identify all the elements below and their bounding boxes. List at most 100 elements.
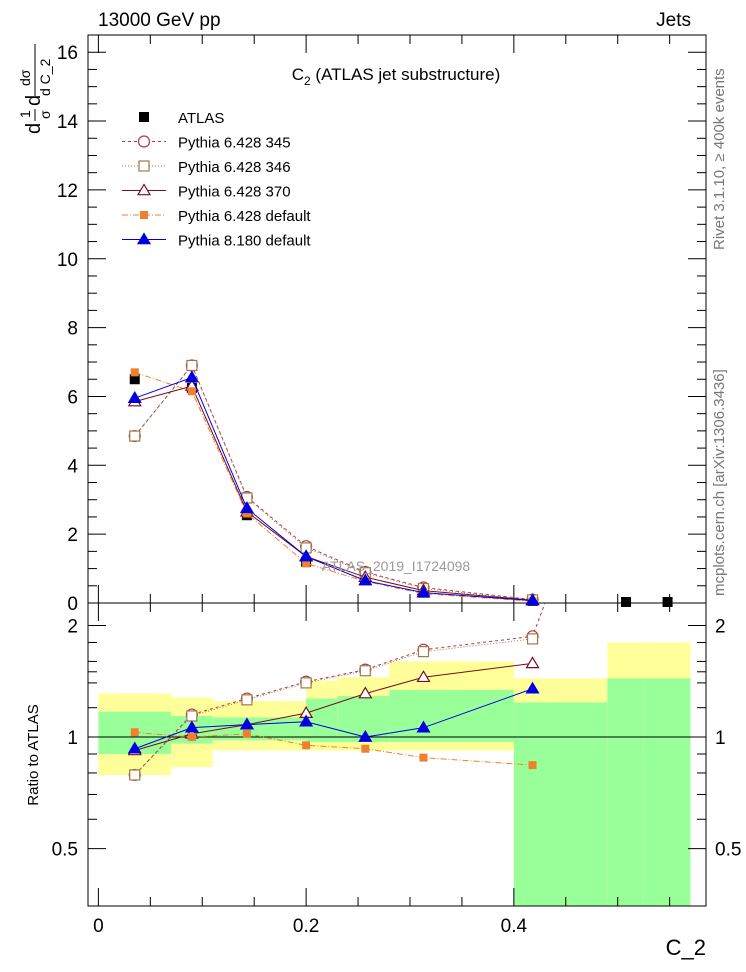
ratio-point — [416, 720, 431, 733]
y-axis-label-num1: 1 — [17, 110, 33, 118]
ratio-axis-label: Ratio to ATLAS — [25, 704, 42, 805]
ratio-tick-label: 0.5 — [52, 840, 78, 861]
data-point — [621, 597, 632, 607]
band-inner-9 — [607, 678, 644, 906]
plot-title-sub: 2 — [304, 74, 311, 88]
series-point — [127, 390, 142, 403]
ratio-series-1 — [129, 633, 539, 781]
ratio-point — [525, 656, 540, 669]
legend-entry-5: Pythia 8.180 default — [122, 232, 311, 250]
ratio-tick-label-right: 2 — [715, 616, 726, 637]
ratio-line — [134, 602, 546, 776]
series-point — [299, 549, 314, 562]
legend-label: Pythia 6.428 370 — [178, 184, 291, 201]
ratio-point — [239, 717, 254, 730]
header-left: 13000 GeV pp — [98, 10, 221, 31]
legend-label: Pythia 6.428 345 — [178, 135, 291, 152]
series-point — [416, 585, 431, 598]
ratio-point — [302, 741, 311, 750]
x-tick-label: 0 — [93, 916, 104, 937]
y-axis-label-d2: d — [23, 95, 45, 106]
legend-entry-3: Pythia 6.428 370 — [122, 183, 291, 201]
series-point — [184, 370, 199, 383]
plot-title-rest: (ATLAS jet substructure) — [311, 65, 501, 84]
series-4 — [127, 370, 540, 606]
legend-label: ATLAS — [178, 110, 224, 127]
ratio-series-3 — [130, 728, 537, 770]
series-point — [525, 593, 540, 606]
plot-title-main: C — [292, 65, 304, 84]
ratio-tick-label: 2 — [67, 616, 78, 637]
y-tick-label: 0 — [67, 594, 78, 615]
ratio-point — [241, 694, 253, 706]
legend-marker — [137, 135, 151, 148]
ratio-point — [186, 710, 198, 722]
band-inner-4 — [306, 698, 338, 742]
series-point — [239, 501, 254, 514]
ratio-point — [361, 744, 370, 753]
legend-marker — [140, 211, 148, 219]
y-axis-label-d1: d — [23, 123, 45, 134]
data-point — [129, 374, 140, 385]
side-label-top: Rivet 3.1.10, ≥ 400k events — [711, 68, 728, 250]
y-tick-label: 14 — [57, 112, 79, 133]
x-tick-label: 0.4 — [501, 916, 528, 937]
y-tick-label: 10 — [57, 250, 78, 271]
band-inner-10 — [643, 678, 691, 906]
header-right: Jets — [656, 10, 691, 31]
legend-label: Pythia 8.180 default — [178, 233, 311, 250]
series-point — [302, 559, 311, 568]
watermark: ATLAS_2019_I1724098 — [322, 558, 471, 574]
band-inner-7 — [409, 689, 514, 742]
ratio-point — [419, 753, 428, 762]
band-inner-6 — [389, 689, 410, 742]
legend-marker — [138, 160, 150, 172]
series-point — [187, 387, 196, 396]
series-point — [358, 573, 373, 586]
ratio-point — [359, 665, 371, 677]
series-point — [242, 509, 251, 518]
ratio-tick-label-right: 0.5 — [715, 840, 741, 861]
y-axis-label-num2: dσ — [17, 69, 33, 86]
legend-marker — [136, 183, 152, 196]
ratio-point — [130, 728, 139, 737]
ratio-uncertainty-bands — [98, 642, 691, 906]
y-tick-label: 12 — [57, 181, 78, 202]
ratio-point — [127, 741, 142, 754]
ratio-point — [300, 677, 312, 689]
ratio-point — [416, 670, 431, 683]
series-point — [129, 430, 141, 442]
y-axis-label-den1: σ — [37, 110, 53, 119]
ratio-point — [129, 769, 141, 781]
series-point — [130, 368, 139, 377]
y-tick-label: 8 — [67, 319, 78, 340]
y-tick-label: 2 — [67, 525, 78, 546]
legend-label: Pythia 6.428 default — [178, 208, 311, 225]
legend-entry-1: Pythia 6.428 345 — [122, 135, 291, 152]
legend-marker — [136, 232, 152, 245]
y-tick-label: 16 — [57, 43, 78, 64]
side-label-bottom: mcplots.cern.ch [arXiv:1306.3436] — [711, 369, 728, 596]
band-inner-8 — [513, 702, 608, 906]
legend: ATLAS Pythia 6.428 345 Pythia 6.428 346 Pyt… — [122, 110, 311, 250]
ratio-tick-label-right: 1 — [715, 728, 726, 749]
legend-entry-2: Pythia 6.428 346 — [122, 159, 291, 176]
ratio-point — [526, 633, 539, 645]
y-tick-label: 4 — [67, 456, 78, 477]
ratio-point — [242, 729, 251, 738]
ratio-point — [184, 720, 199, 733]
x-tick-label: 0.2 — [293, 916, 319, 937]
series-point — [186, 359, 198, 372]
plot-title: C2 (ATLAS jet substructure) — [292, 65, 501, 88]
ratio-point — [358, 686, 373, 699]
ratio-point — [358, 729, 373, 742]
ratio-point — [528, 761, 537, 770]
ratio-point — [417, 646, 430, 658]
legend-entry-0: ATLAS — [139, 110, 224, 127]
data-point — [662, 597, 673, 607]
legend-entry-4: Pythia 6.428 default — [122, 208, 311, 225]
x-axis-label: C_2 — [666, 935, 706, 960]
y-axis-label-den2: d C_2 — [37, 58, 53, 96]
